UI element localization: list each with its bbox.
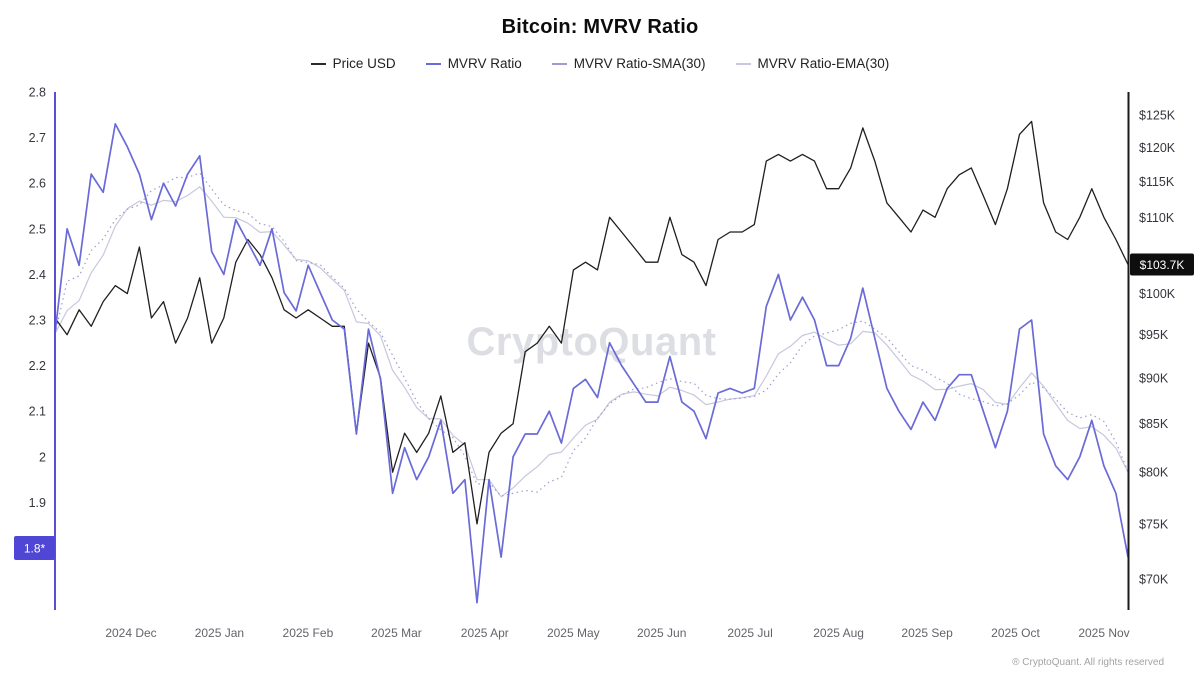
copyright: ® CryptoQuant. All rights reserved: [1012, 657, 1164, 668]
x-axis-tick: 2025 Mar: [371, 626, 422, 640]
right-axis-tick: $115K: [1139, 175, 1175, 189]
left-axis-tick: 2.6: [29, 177, 46, 191]
right-axis-tick: $70K: [1139, 573, 1169, 587]
x-axis-tick: 2025 Feb: [283, 626, 334, 640]
price-current-value: $103.7K: [1140, 258, 1185, 272]
x-axis-tick: 2024 Dec: [105, 626, 156, 640]
x-axis-tick: 2025 Apr: [461, 626, 509, 640]
right-axis-tick: $110K: [1139, 211, 1175, 225]
right-axis-tick: $85K: [1139, 417, 1169, 431]
x-axis-tick: 2025 May: [547, 626, 600, 640]
x-axis-tick: 2025 Aug: [813, 626, 864, 640]
price-usd-line-marker-icon: [310, 62, 326, 65]
ema-line: [55, 186, 1128, 498]
x-axis-tick: 2025 Jun: [637, 626, 686, 640]
chart-title: Bitcoin: MVRV Ratio: [501, 16, 699, 38]
x-axis-tick: 2025 Oct: [991, 626, 1040, 640]
sma-line: [55, 172, 1128, 497]
right-axis-tick: $125K: [1139, 109, 1176, 123]
legend-label: MVRV Ratio-EMA(30): [757, 56, 890, 71]
mvrv-current-badge: [14, 536, 55, 560]
x-axis-tick: 2025 Sep: [901, 626, 953, 640]
mvrv-ema-line-marker-icon: [735, 62, 751, 65]
right-axis-tick: $80K: [1139, 466, 1169, 480]
x-axis-tick: 2025 Jul: [727, 626, 772, 640]
right-axis-tick: $75K: [1139, 517, 1169, 531]
legend-item-mvrv-ema[interactable]: MVRV Ratio-EMA(30): [735, 56, 890, 71]
x-axis-tick: 2025 Jan: [195, 626, 244, 640]
price-line: [55, 120, 1128, 525]
legend-label: Price USD: [332, 56, 396, 71]
left-axis-tick: 2.2: [29, 359, 46, 373]
right-axis-tick: $95K: [1139, 328, 1169, 342]
legend-item-mvrv-ratio[interactable]: MVRV Ratio: [425, 56, 522, 71]
right-axis-tick: $100K: [1139, 287, 1176, 301]
legend-label: MVRV Ratio: [447, 56, 522, 71]
legend-item-price-usd[interactable]: Price USD: [310, 56, 396, 71]
left-axis-tick: 2.7: [29, 131, 46, 145]
plot-series: [55, 120, 1128, 604]
right-axis-tick: $120K: [1139, 141, 1176, 155]
mvrv-line: [55, 123, 1128, 604]
legend-item-mvrv-sma[interactable]: MVRV Ratio-SMA(30): [551, 56, 706, 71]
left-axis-tick: 2.8: [29, 86, 46, 100]
mvrv-current-value: 1.8*: [24, 542, 46, 556]
left-axis-tick: 2.5: [29, 222, 46, 236]
left-axis-tick: 2.1: [29, 405, 46, 419]
left-axis-tick: 2: [39, 450, 46, 464]
left-axis-tick: 1.9: [29, 496, 46, 510]
plot-area[interactable]: [55, 92, 1128, 610]
right-axis-tick: $90K: [1139, 371, 1169, 385]
mvrv-sma-line-marker-icon: [551, 62, 567, 65]
chart-legend: Price USD MVRV Ratio MVRV Ratio-SMA(30) …: [0, 56, 1200, 71]
left-axis-tick: 2.4: [29, 268, 46, 282]
x-axis-tick: 2025 Nov: [1078, 626, 1129, 640]
price-current-badge: [1130, 253, 1194, 276]
left-axis-tick: 2.3: [29, 314, 46, 328]
mvrv-ratio-line-marker-icon: [425, 62, 441, 65]
legend-label: MVRV Ratio-SMA(30): [573, 56, 706, 71]
